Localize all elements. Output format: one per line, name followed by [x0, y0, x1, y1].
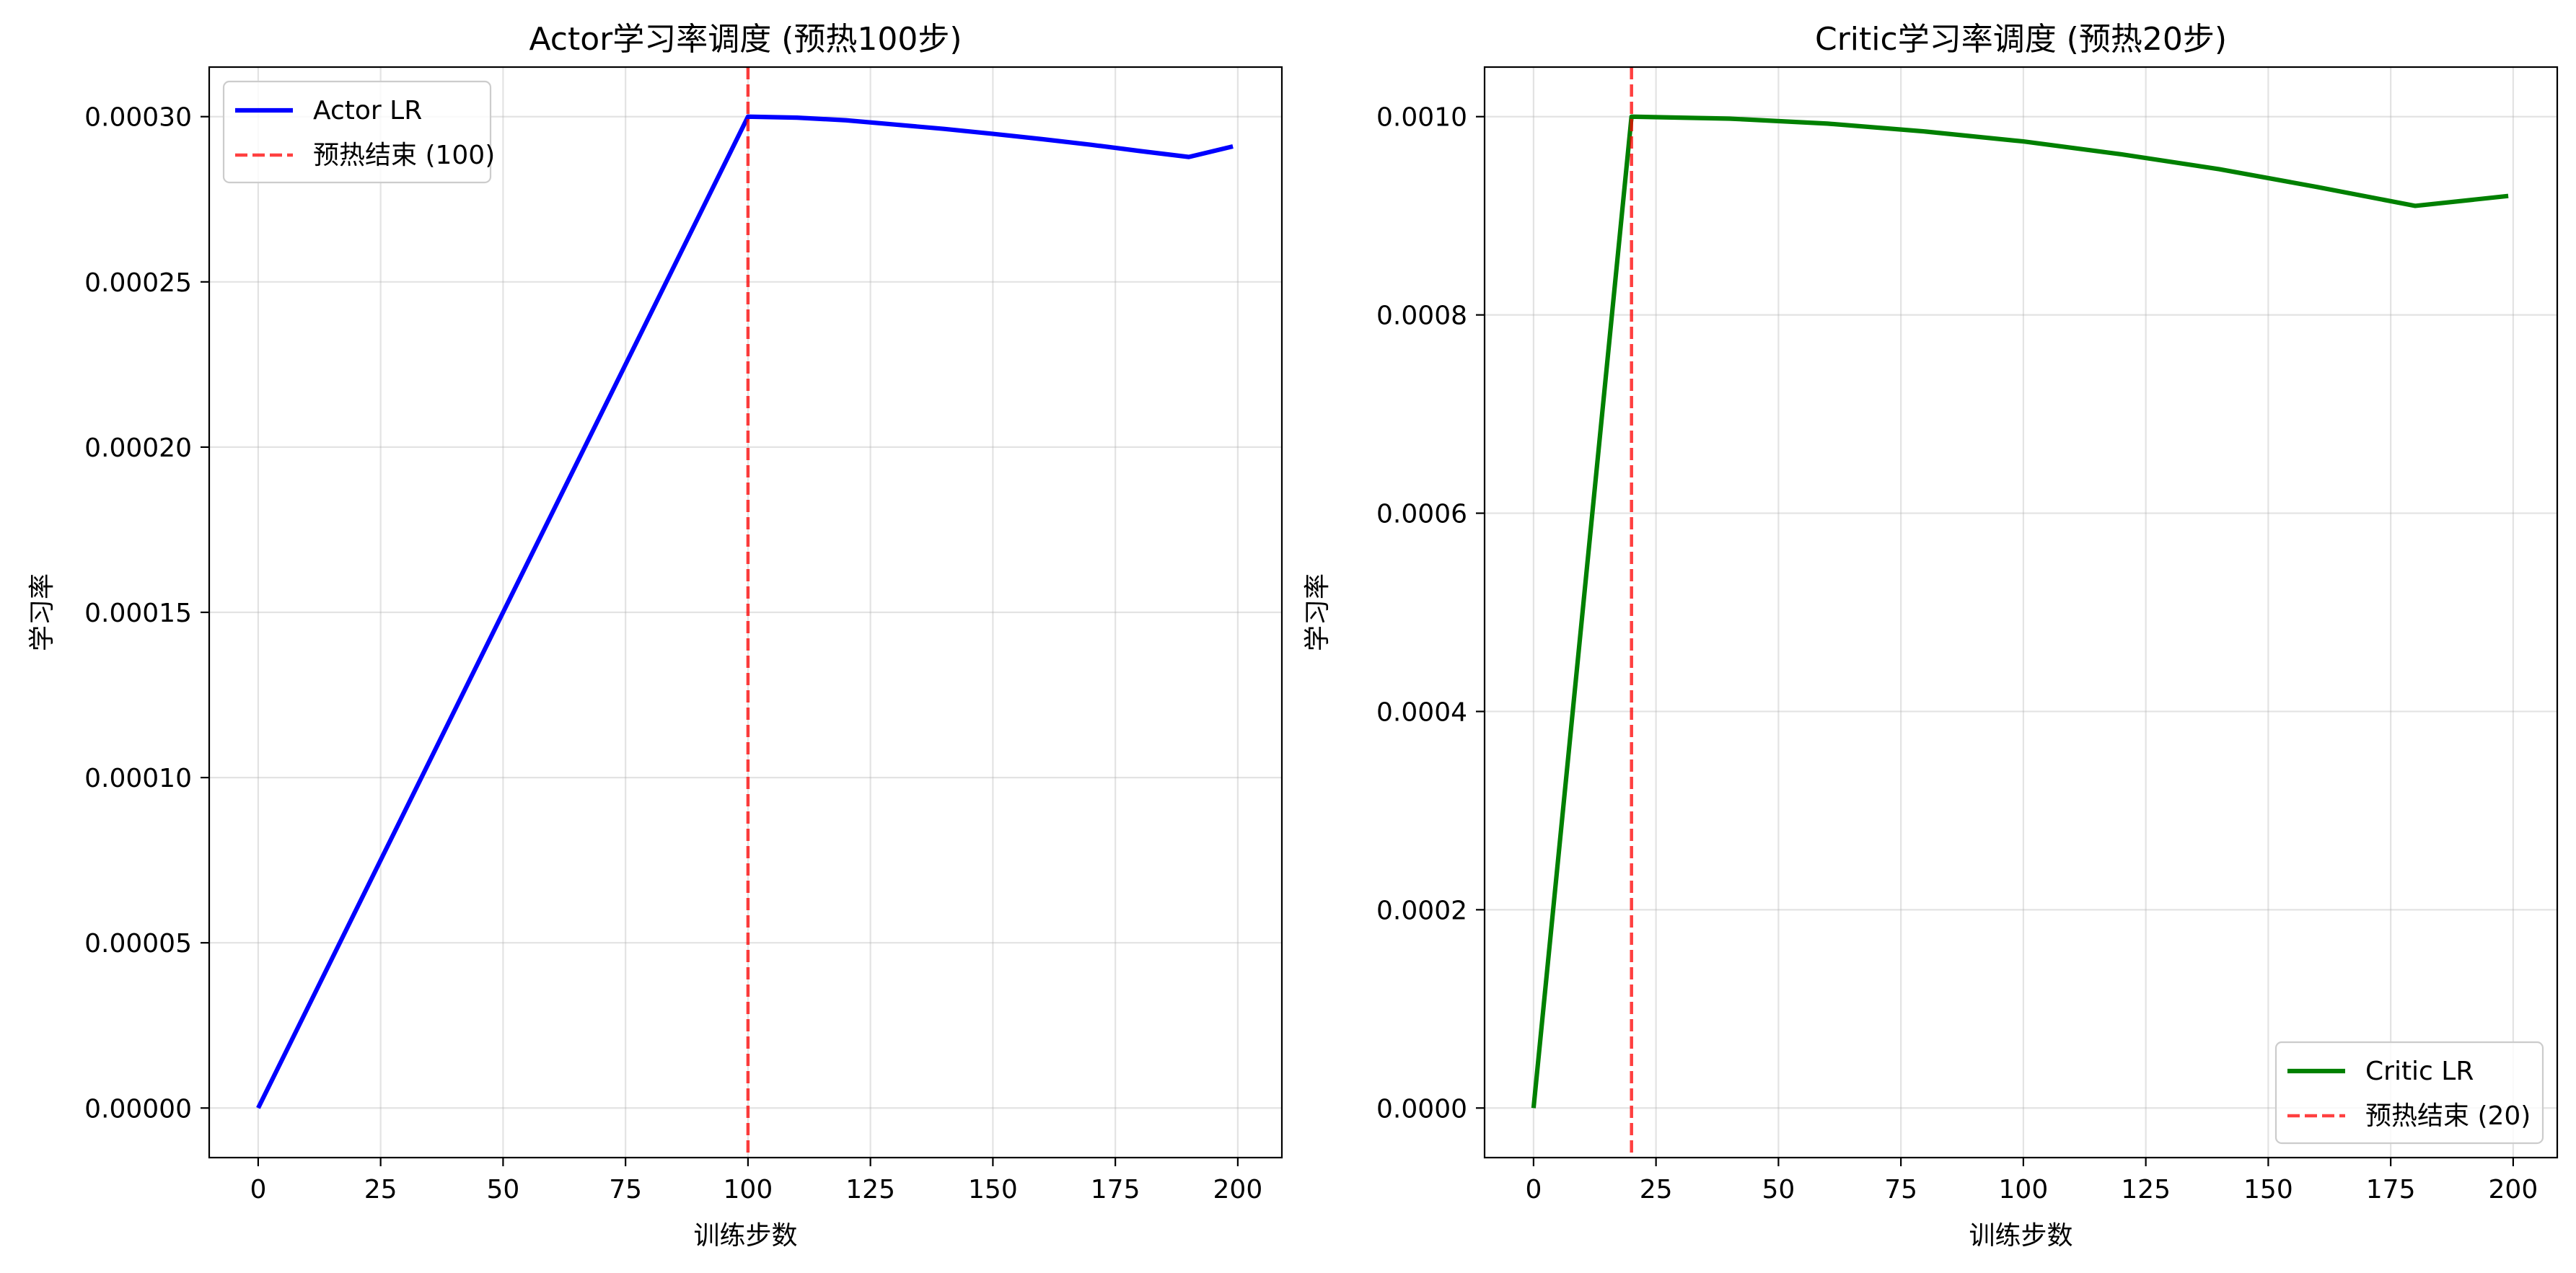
x-tick-label: 175 — [1091, 1175, 1140, 1204]
legend-label: 预热结束 (20) — [2365, 1101, 2531, 1131]
y-tick-label: 0.0000 — [1376, 1094, 1467, 1124]
y-axis-label: 学习率 — [27, 573, 57, 651]
legend-box — [222, 80, 492, 184]
y-tick-label: 0.00015 — [84, 599, 192, 628]
x-tick-label: 25 — [364, 1175, 397, 1204]
legend: Actor LR 预热结束 (100) — [222, 80, 495, 184]
plot-area — [1531, 67, 2509, 1158]
legend-box — [2274, 1041, 2544, 1145]
legend-label: Actor LR — [313, 96, 422, 125]
x-tick-label: 100 — [1999, 1175, 2049, 1204]
plot-area — [256, 67, 1234, 1158]
x-axis-label: 训练步数 — [1969, 1221, 2072, 1251]
x-tick-label: 125 — [845, 1175, 895, 1204]
x-tick-label: 125 — [2121, 1175, 2171, 1204]
y-tick-label: 0.00005 — [84, 929, 192, 959]
critic-chart: 0 25 50 75 100 125 150 175 200 0.0000 0.0002 0.0004… — [1303, 21, 2559, 1251]
x-tick-label: 0 — [1525, 1175, 1542, 1204]
legend-label: 预热结束 (100) — [313, 141, 495, 170]
y-tick-label: 0.0002 — [1376, 896, 1467, 925]
y-tick-label: 0.0006 — [1376, 500, 1467, 529]
y-axis-label: 学习率 — [1303, 573, 1332, 651]
x-tick-label: 175 — [2366, 1175, 2416, 1204]
x-tick-label: 50 — [486, 1175, 519, 1204]
x-tick-label: 25 — [1640, 1175, 1673, 1204]
x-tick-label: 150 — [968, 1175, 1018, 1204]
y-tick-label: 0.00025 — [84, 268, 192, 298]
y-tick-label: 0.00020 — [84, 433, 192, 463]
lr-series-line — [1531, 114, 2509, 1109]
x-tick-label: 75 — [1884, 1175, 1917, 1204]
legend-label: Critic LR — [2365, 1057, 2474, 1086]
x-tick-label: 0 — [250, 1175, 266, 1204]
chart-title: Actor学习率调度 (预热100步) — [529, 21, 962, 58]
y-tick-label: 0.00030 — [84, 103, 192, 133]
y-tick-label: 0.0010 — [1376, 103, 1467, 133]
axes-frame — [1483, 66, 2559, 1159]
lr-series-line — [256, 114, 1234, 1109]
x-tick-label: 200 — [1213, 1175, 1263, 1204]
x-tick-label: 50 — [1762, 1175, 1795, 1204]
x-axis-label: 训练步数 — [693, 1221, 797, 1251]
y-tick-label: 0.0008 — [1376, 301, 1467, 331]
x-tick-label: 100 — [724, 1175, 773, 1204]
x-tick-label: 75 — [609, 1175, 642, 1204]
x-tick-label: 150 — [2243, 1175, 2293, 1204]
actor-chart: 0 25 50 75 100 125 150 175 200 0.00000 0.00005 0.00… — [27, 21, 1283, 1251]
chart-title: Critic学习率调度 (预热20步) — [1815, 21, 2227, 58]
x-tick-label: 200 — [2489, 1175, 2538, 1204]
y-tick-label: 0.00000 — [84, 1094, 192, 1124]
y-tick-label: 0.00010 — [84, 764, 192, 793]
legend: Critic LR 预热结束 (20) — [2274, 1041, 2544, 1145]
y-tick-label: 0.0004 — [1376, 697, 1467, 727]
